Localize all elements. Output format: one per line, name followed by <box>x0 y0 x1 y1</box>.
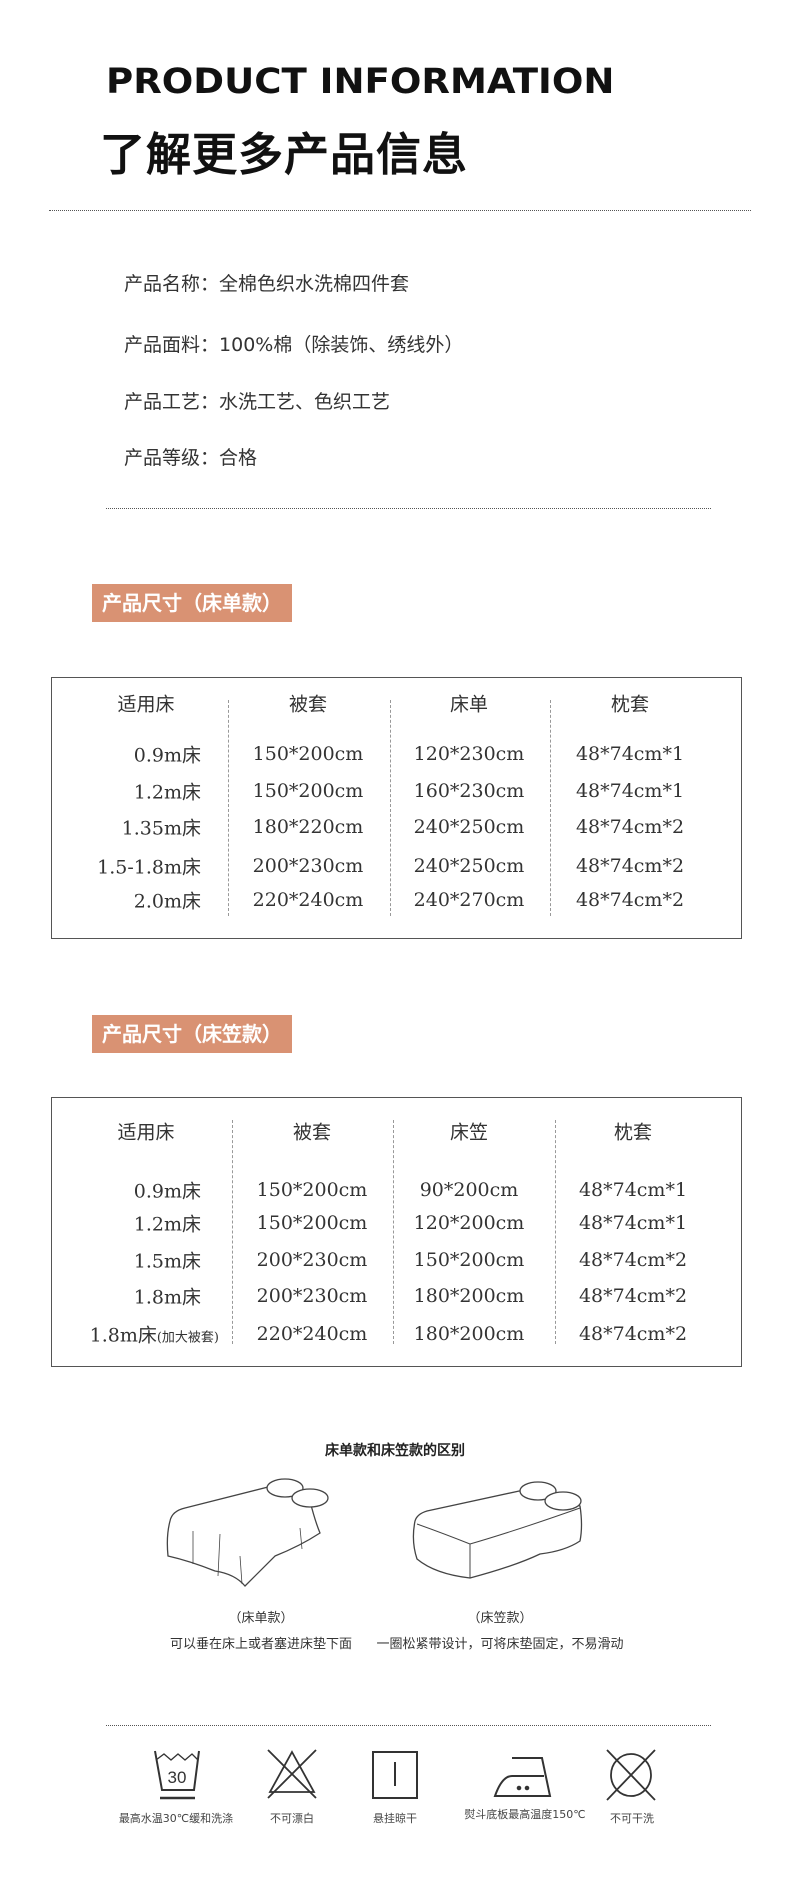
table-cell: 48*74cm*1 <box>575 780 685 802</box>
care-label: 最高水温30℃缓和洗涤 <box>118 1812 234 1825</box>
column-header: 枕套 <box>613 1121 652 1144</box>
table-cell: 220*240cm <box>256 1323 368 1345</box>
table-cell: 240*250cm <box>413 816 525 838</box>
fitted-sheet-bed-illustration <box>412 1481 583 1579</box>
title-cn: 了解更多产品信息 <box>100 128 469 181</box>
table-cell: 48*74cm*2 <box>575 889 685 911</box>
table-cell: 180*200cm <box>413 1323 525 1345</box>
table-cell: 1.2m床 <box>133 781 201 804</box>
table-cell: 150*200cm <box>256 1179 368 1201</box>
table-cell: 48*74cm*1 <box>578 1179 688 1201</box>
column-header: 适用床 <box>117 693 175 716</box>
table-cell: 1.8m床(加大被套) <box>89 1324 219 1347</box>
info-value: 水洗工艺、色织工艺 <box>219 391 391 413</box>
iron-150-icon <box>493 1757 552 1797</box>
fitted-desc: 一圈松紧带设计，可将床垫固定，不易滑动 <box>376 1637 624 1652</box>
table-cell: 160*230cm <box>413 780 525 802</box>
difference-title: 床单款和床笠款的区别 <box>325 1443 465 1459</box>
sheet-caption: （床单款） <box>228 1611 294 1626</box>
column-header: 被套 <box>292 1121 331 1144</box>
table-cell: 150*200cm <box>252 780 364 802</box>
table-cell: 48*74cm*2 <box>578 1285 688 1307</box>
table-cell: 1.8m床 <box>133 1286 201 1309</box>
no-dry-clean-icon <box>606 1749 656 1801</box>
table-cell: 90*200cm <box>419 1179 519 1201</box>
table-cell: 48*74cm*2 <box>575 855 685 877</box>
hang-dry-icon <box>372 1751 418 1799</box>
info-label: 产品工艺： <box>124 391 220 413</box>
info-value: 全棉色织水洗棉四件套 <box>219 273 410 295</box>
column-header: 适用床 <box>117 1121 175 1144</box>
flat-sheet-bed-illustration <box>166 1478 329 1587</box>
table-cell: 120*200cm <box>413 1212 525 1234</box>
info-label: 产品名称： <box>124 273 220 295</box>
divider <box>106 1725 711 1726</box>
table-cell: 240*270cm <box>413 889 525 911</box>
column-divider <box>228 700 229 916</box>
table-cell: 48*74cm*1 <box>578 1212 688 1234</box>
table-cell: 48*74cm*2 <box>575 816 685 838</box>
table-cell: 220*240cm <box>252 889 364 911</box>
table-cell: 48*74cm*1 <box>575 743 685 765</box>
care-label: 不可干洗 <box>610 1812 654 1825</box>
wash-30-icon: 30 <box>154 1750 200 1800</box>
info-value: 合格 <box>219 447 258 469</box>
fitted-size-table: 适用床 被套 床笠 枕套 0.9m床 150*200cm 90*200cm 48*74cm*1… <box>51 1097 742 1367</box>
sheet-size-table: 适用床 被套 床单 枕套 0.9m床 150*200cm 120*230cm 48*74cm*… <box>51 677 742 939</box>
table-cell: 1.5-1.8m床 <box>97 856 201 879</box>
info-fabric: 产品面料：100%棉（除装饰、绣线外） <box>124 330 463 357</box>
table-cell: 2.0m床 <box>133 890 201 913</box>
info-craft: 产品工艺：水洗工艺、色织工艺 <box>124 387 390 414</box>
info-label: 产品面料： <box>124 334 220 356</box>
column-header: 床单 <box>449 693 488 716</box>
table-cell: 180*200cm <box>413 1285 525 1307</box>
title-en: PRODUCT INFORMATION <box>106 62 615 102</box>
column-divider <box>393 1120 394 1344</box>
table-cell: 0.9m床 <box>133 744 201 767</box>
info-value: 100%棉（除装饰、绣线外） <box>219 334 464 356</box>
info-grade: 产品等级：合格 <box>124 443 257 470</box>
fitted-caption: （床笠款） <box>467 1611 533 1626</box>
table-cell: 1.35m床 <box>121 817 201 840</box>
table-cell: 150*200cm <box>252 743 364 765</box>
table-cell: 200*230cm <box>252 855 364 877</box>
table-cell: 150*200cm <box>413 1249 525 1271</box>
table-cell: 120*230cm <box>413 743 525 765</box>
table-cell: 1.2m床 <box>133 1213 201 1236</box>
column-header: 床笠 <box>449 1121 488 1144</box>
column-divider <box>550 700 551 916</box>
table-cell: 200*230cm <box>256 1285 368 1307</box>
oversize-note: (加大被套) <box>156 1330 219 1346</box>
column-header: 枕套 <box>610 693 649 716</box>
wash-temp-number: 30 <box>168 1768 187 1787</box>
table-cell: 200*230cm <box>256 1249 368 1271</box>
table-cell: 48*74cm*2 <box>578 1249 688 1271</box>
table-cell: 180*220cm <box>252 816 364 838</box>
table-cell: 150*200cm <box>256 1212 368 1234</box>
table-cell: 48*74cm*2 <box>578 1323 688 1345</box>
care-label: 不可漂白 <box>270 1812 314 1825</box>
column-header: 被套 <box>288 693 327 716</box>
divider <box>49 210 751 211</box>
sheet-desc: 可以垂在床上或者塞进床垫下面 <box>169 1637 352 1652</box>
care-label: 悬挂晾干 <box>373 1812 417 1825</box>
fitted-size-badge: 产品尺寸（床笠款） <box>92 1015 292 1053</box>
divider <box>106 508 711 509</box>
column-divider <box>390 700 391 916</box>
column-divider <box>555 1120 556 1344</box>
info-label: 产品等级： <box>124 447 220 469</box>
info-name: 产品名称：全棉色织水洗棉四件套 <box>124 269 409 296</box>
table-cell: 0.9m床 <box>133 1180 201 1203</box>
sheet-size-badge: 产品尺寸（床单款） <box>92 584 292 622</box>
column-divider <box>232 1120 233 1344</box>
table-cell: 240*250cm <box>413 855 525 877</box>
table-cell: 1.5m床 <box>133 1250 201 1273</box>
care-label: 熨斗底板最高温度150℃ <box>464 1808 586 1821</box>
no-bleach-icon <box>267 1749 317 1799</box>
